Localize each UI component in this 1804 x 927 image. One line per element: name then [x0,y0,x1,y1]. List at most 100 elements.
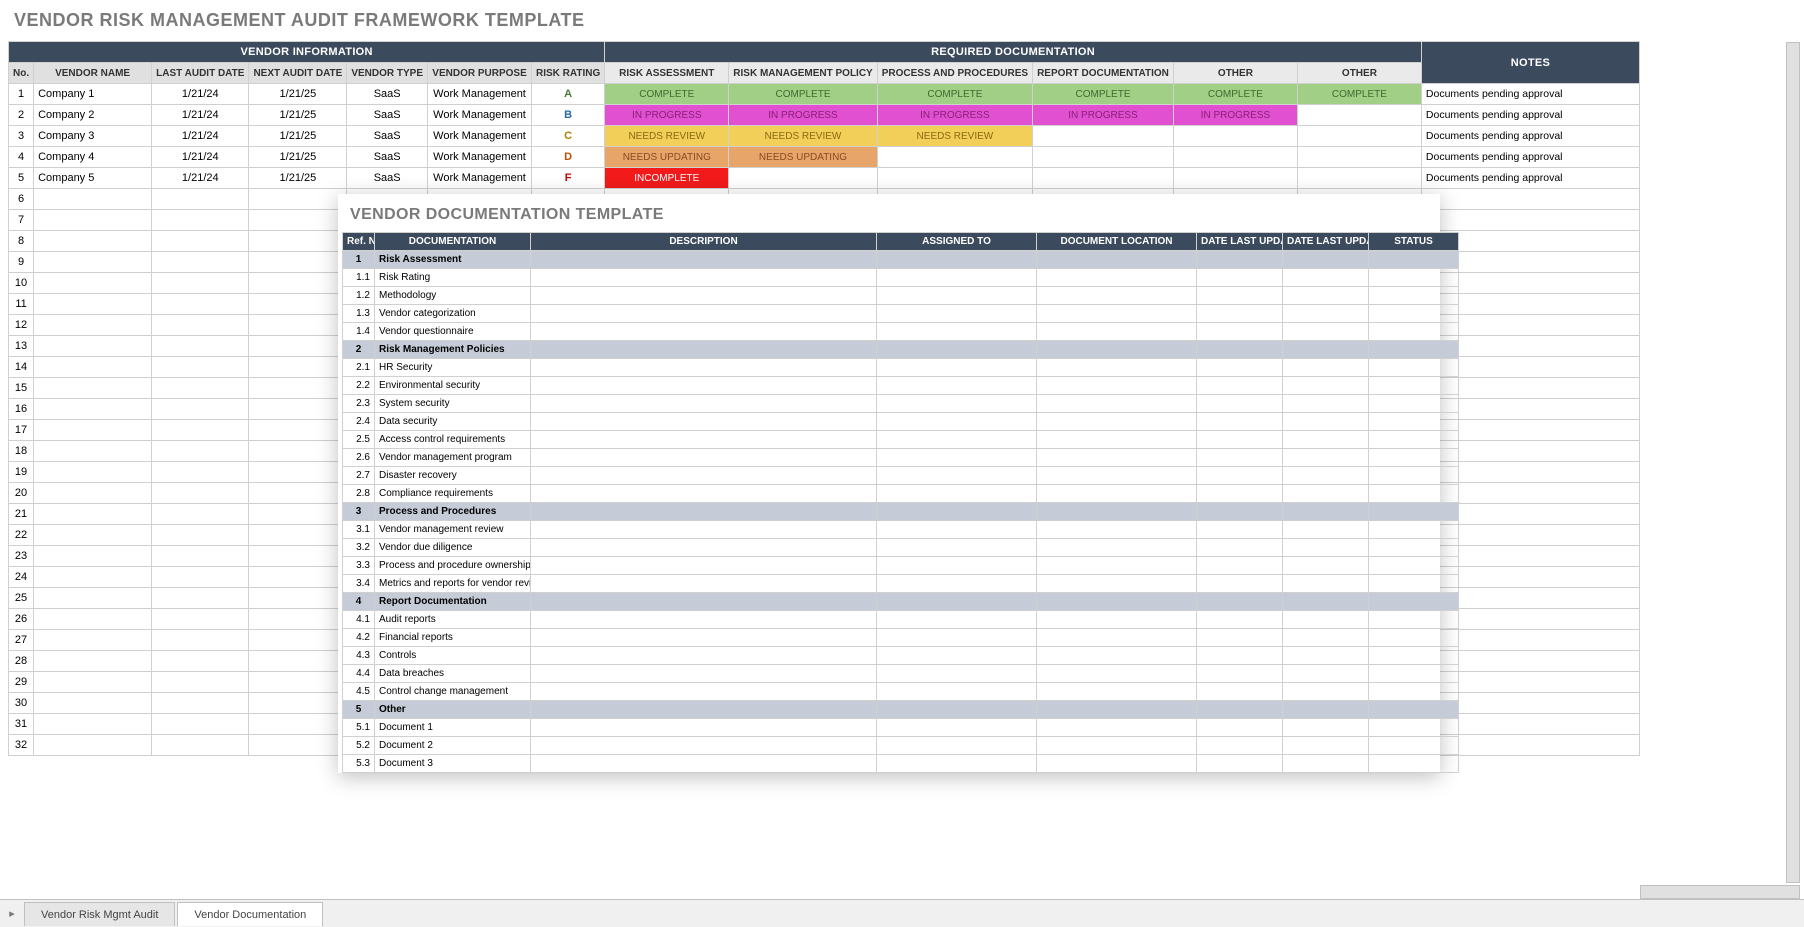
cell-status[interactable] [1369,413,1459,431]
cell-empty[interactable] [249,483,347,504]
doc-row[interactable]: 2.4Data security [343,413,1459,431]
cell-empty[interactable] [152,336,249,357]
cell-doc-status[interactable] [1173,168,1297,189]
cell-status[interactable] [1369,629,1459,647]
cell-desc[interactable] [531,287,877,305]
cell-desc[interactable] [531,269,877,287]
cell-assigned[interactable] [877,755,1037,773]
tab-vendor-doc[interactable]: Vendor Documentation [177,902,323,926]
cell-vendor-name[interactable]: Company 4 [34,147,152,168]
cell-desc[interactable] [531,377,877,395]
cell-status[interactable] [1369,755,1459,773]
cell-empty[interactable] [249,735,347,756]
cell-empty[interactable] [249,399,347,420]
cell-empty[interactable] [152,672,249,693]
cell-doc-status[interactable] [1173,126,1297,147]
cell-status[interactable] [1369,251,1459,269]
cell-docname[interactable]: Compliance requirements [375,485,531,503]
cell-empty[interactable] [152,315,249,336]
cell-notes[interactable]: Documents pending approval [1421,84,1639,105]
cell-vendor-type[interactable]: SaaS [347,168,428,189]
cell-empty[interactable] [34,651,152,672]
cell-last-audit[interactable]: 1/21/24 [152,105,249,126]
doc-row[interactable]: 4.3Controls [343,647,1459,665]
cell-upd1[interactable] [1197,251,1283,269]
cell-desc[interactable] [531,701,877,719]
cell-desc[interactable] [531,629,877,647]
cell-empty[interactable] [249,441,347,462]
cell-upd1[interactable] [1197,413,1283,431]
cell-loc[interactable] [1037,719,1197,737]
cell-upd2[interactable] [1283,323,1369,341]
cell-assigned[interactable] [877,647,1037,665]
cell-empty[interactable] [34,210,152,231]
cell-loc[interactable] [1037,611,1197,629]
cell-assigned[interactable] [877,431,1037,449]
cell-vendor-name[interactable]: Company 3 [34,126,152,147]
cell-empty[interactable] [249,546,347,567]
cell-empty[interactable] [34,693,152,714]
cell-upd2[interactable] [1283,251,1369,269]
table-row[interactable]: 3Company 31/21/241/21/25SaaSWork Managem… [9,126,1640,147]
cell-upd1[interactable] [1197,341,1283,359]
cell-status[interactable] [1369,359,1459,377]
cell-upd2[interactable] [1283,377,1369,395]
doc-row[interactable]: 3.3Process and procedure ownership [343,557,1459,575]
cell-loc[interactable] [1037,647,1197,665]
doc-row[interactable]: 1.1Risk Rating [343,269,1459,287]
cell-empty[interactable] [152,735,249,756]
cell-empty[interactable] [249,630,347,651]
cell-loc[interactable] [1037,341,1197,359]
cell-upd2[interactable] [1283,287,1369,305]
cell-desc[interactable] [531,395,877,413]
cell-desc[interactable] [531,467,877,485]
cell-docname[interactable]: Risk Management Policies [375,341,531,359]
cell-empty[interactable] [249,294,347,315]
doc-row[interactable]: 2.5Access control requirements [343,431,1459,449]
cell-loc[interactable] [1037,575,1197,593]
cell-assigned[interactable] [877,737,1037,755]
cell-assigned[interactable] [877,251,1037,269]
cell-doc-status[interactable]: NEEDS UPDATING [729,147,877,168]
cell-upd2[interactable] [1283,269,1369,287]
cell-empty[interactable] [152,399,249,420]
cell-upd1[interactable] [1197,719,1283,737]
cell-empty[interactable] [34,483,152,504]
cell-loc[interactable] [1037,503,1197,521]
cell-empty[interactable] [152,273,249,294]
cell-empty[interactable] [249,357,347,378]
cell-upd2[interactable] [1283,737,1369,755]
cell-empty[interactable] [152,294,249,315]
cell-status[interactable] [1369,665,1459,683]
cell-vendor-type[interactable]: SaaS [347,147,428,168]
cell-status[interactable] [1369,557,1459,575]
cell-docname[interactable]: Other [375,701,531,719]
cell-empty[interactable] [152,630,249,651]
cell-upd1[interactable] [1197,701,1283,719]
doc-row[interactable]: 5Other [343,701,1459,719]
cell-assigned[interactable] [877,557,1037,575]
cell-empty[interactable] [249,189,347,210]
cell-docname[interactable]: Data security [375,413,531,431]
cell-empty[interactable] [152,252,249,273]
cell-doc-status[interactable]: COMPLETE [1173,84,1297,105]
cell-desc[interactable] [531,251,877,269]
cell-upd2[interactable] [1283,449,1369,467]
cell-status[interactable] [1369,269,1459,287]
doc-row[interactable]: 4.1Audit reports [343,611,1459,629]
cell-upd1[interactable] [1197,305,1283,323]
cell-notes[interactable]: Documents pending approval [1421,105,1639,126]
cell-vendor-purpose[interactable]: Work Management [428,84,532,105]
cell-desc[interactable] [531,341,877,359]
cell-last-audit[interactable]: 1/21/24 [152,147,249,168]
cell-doc-status[interactable]: IN PROGRESS [877,105,1032,126]
cell-desc[interactable] [531,557,877,575]
cell-doc-status[interactable] [877,168,1032,189]
cell-empty[interactable] [249,588,347,609]
cell-assigned[interactable] [877,719,1037,737]
cell-empty[interactable] [249,693,347,714]
doc-row[interactable]: 5.2Document 2 [343,737,1459,755]
cell-assigned[interactable] [877,683,1037,701]
cell-empty[interactable] [249,336,347,357]
cell-risk-rating[interactable]: C [532,126,605,147]
